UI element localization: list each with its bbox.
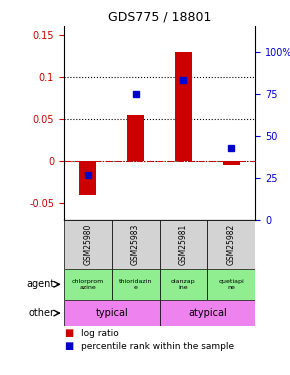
Title: GDS775 / 18801: GDS775 / 18801 <box>108 11 211 24</box>
FancyBboxPatch shape <box>64 300 160 326</box>
Text: typical: typical <box>95 308 128 318</box>
FancyBboxPatch shape <box>64 220 112 269</box>
FancyBboxPatch shape <box>160 269 207 300</box>
Text: GSM25981: GSM25981 <box>179 224 188 265</box>
Text: ■: ■ <box>64 341 73 351</box>
Text: thioridazin
e: thioridazin e <box>119 279 152 290</box>
FancyBboxPatch shape <box>160 220 207 269</box>
Text: atypical: atypical <box>188 308 227 318</box>
Text: GSM25980: GSM25980 <box>83 224 92 265</box>
Text: other: other <box>28 308 54 318</box>
FancyBboxPatch shape <box>207 269 255 300</box>
Text: ■: ■ <box>64 328 73 338</box>
Bar <box>79 161 96 195</box>
Text: chlorprom
azine: chlorprom azine <box>72 279 104 290</box>
FancyBboxPatch shape <box>160 300 255 326</box>
Bar <box>223 161 240 165</box>
FancyBboxPatch shape <box>112 220 160 269</box>
FancyBboxPatch shape <box>207 220 255 269</box>
Text: log ratio: log ratio <box>81 329 119 338</box>
FancyBboxPatch shape <box>112 269 160 300</box>
Bar <box>175 51 192 161</box>
Text: percentile rank within the sample: percentile rank within the sample <box>81 342 234 351</box>
Text: GSM25982: GSM25982 <box>227 224 236 265</box>
Bar <box>127 115 144 161</box>
Text: olanzap
ine: olanzap ine <box>171 279 196 290</box>
Text: GSM25983: GSM25983 <box>131 224 140 265</box>
FancyBboxPatch shape <box>64 269 112 300</box>
Text: agent: agent <box>26 279 54 290</box>
Text: quetiapi
ne: quetiapi ne <box>218 279 244 290</box>
